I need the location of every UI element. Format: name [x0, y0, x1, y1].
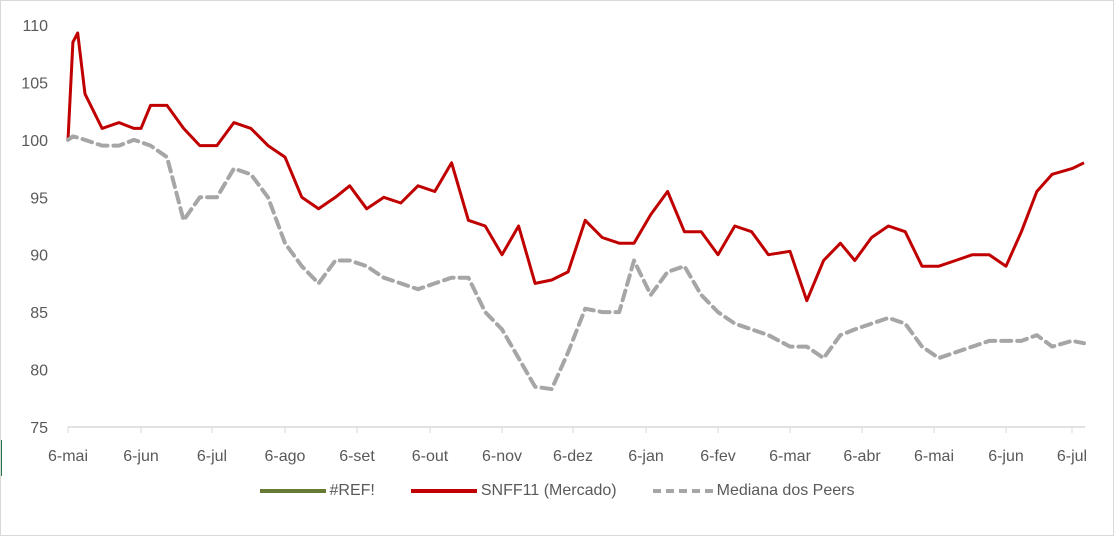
legend-item-snff11: SNFF11 (Mercado) — [410, 482, 617, 500]
series-line-peers — [66, 134, 1086, 392]
x-tick-label: 6-mai — [914, 448, 954, 465]
sheet-edge-marker — [0, 440, 2, 476]
x-tick-label: 6-jul — [1057, 448, 1087, 465]
y-axis: 75 80 85 90 95 100 105 110 — [21, 18, 48, 437]
legend-swatch-peers — [652, 489, 713, 493]
x-tick-label: 6-abr — [843, 448, 881, 465]
series-lines — [66, 31, 1086, 392]
x-tick-label: 6-fev — [700, 448, 736, 465]
x-tick-label: 6-jun — [988, 448, 1024, 465]
x-axis: 6-mai 6-jun 6-jul 6-ago 6-set 6-out 6-nov 6-dez… — [48, 426, 1087, 465]
legend-item-peers: Mediana dos Peers — [652, 482, 855, 500]
x-tick-label: 6-jun — [123, 448, 159, 465]
x-tick-label: 6-jan — [628, 448, 664, 465]
legend: #REF! SNFF11 (Mercado) Mediana dos Peers — [0, 482, 1114, 500]
x-tick-label: 6-dez — [553, 448, 593, 465]
y-tick-label: 100 — [21, 133, 48, 150]
x-tick-label: 6-ago — [265, 448, 306, 465]
y-tick-label: 105 — [21, 75, 48, 92]
legend-swatch-ref — [259, 489, 326, 493]
legend-label: Mediana dos Peers — [716, 482, 855, 499]
x-tick-label: 6-mar — [769, 448, 811, 465]
x-tick-label: 6-nov — [482, 448, 522, 465]
series-line-snff11 — [66, 31, 1085, 303]
x-tick-label: 6-jul — [197, 448, 227, 465]
y-tick-label: 95 — [30, 190, 48, 207]
legend-swatch-snff11 — [410, 489, 477, 493]
y-tick-label: 90 — [30, 248, 48, 265]
y-tick-label: 85 — [30, 305, 48, 322]
x-tick-label: 6-mai — [48, 448, 88, 465]
legend-label: SNFF11 (Mercado) — [480, 482, 617, 499]
x-tick-label: 6-out — [412, 448, 449, 465]
legend-label: #REF! — [329, 482, 375, 499]
legend-item-ref: #REF! — [259, 482, 375, 500]
y-tick-label: 110 — [22, 18, 48, 35]
y-tick-label: 80 — [30, 363, 48, 380]
y-tick-label: 75 — [30, 420, 48, 437]
x-tick-label: 6-set — [339, 448, 375, 465]
